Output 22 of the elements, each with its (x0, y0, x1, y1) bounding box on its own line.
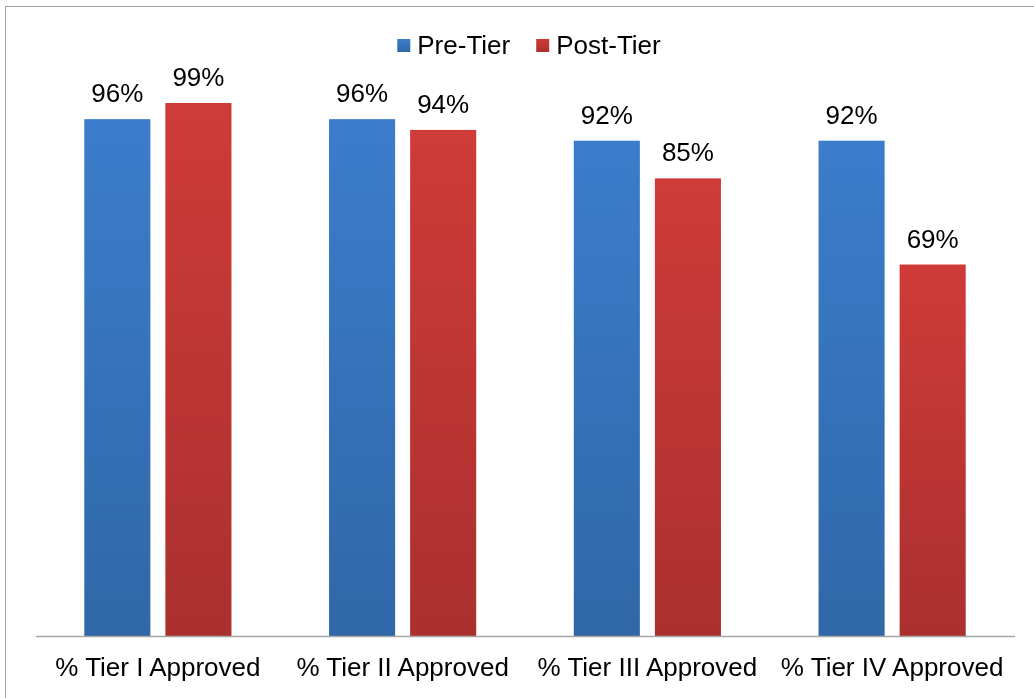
data-label: 96% (336, 78, 389, 109)
bar (410, 129, 477, 636)
x-tick-label: % Tier III Approved (537, 652, 758, 683)
bar (818, 140, 885, 636)
data-label: 85% (661, 137, 714, 168)
legend-label: Post-Tier (556, 30, 662, 60)
x-tick-label: % Tier II Approved (296, 652, 509, 683)
legend-label: Pre-Tier (417, 30, 511, 60)
data-label: 94% (417, 88, 470, 119)
bar (329, 119, 396, 636)
x-tick-label: % Tier IV Approved (780, 652, 1004, 683)
bar (573, 140, 640, 636)
data-label: 92% (825, 99, 878, 130)
x-tick-label: % Tier I Approved (55, 652, 261, 683)
bar (899, 264, 966, 636)
bar (165, 103, 232, 636)
data-label: 99% (172, 62, 225, 92)
bar (84, 119, 151, 636)
bar (654, 178, 721, 636)
data-label: 92% (580, 99, 633, 130)
data-label: 69% (906, 223, 959, 254)
data-label: 96% (91, 78, 144, 109)
